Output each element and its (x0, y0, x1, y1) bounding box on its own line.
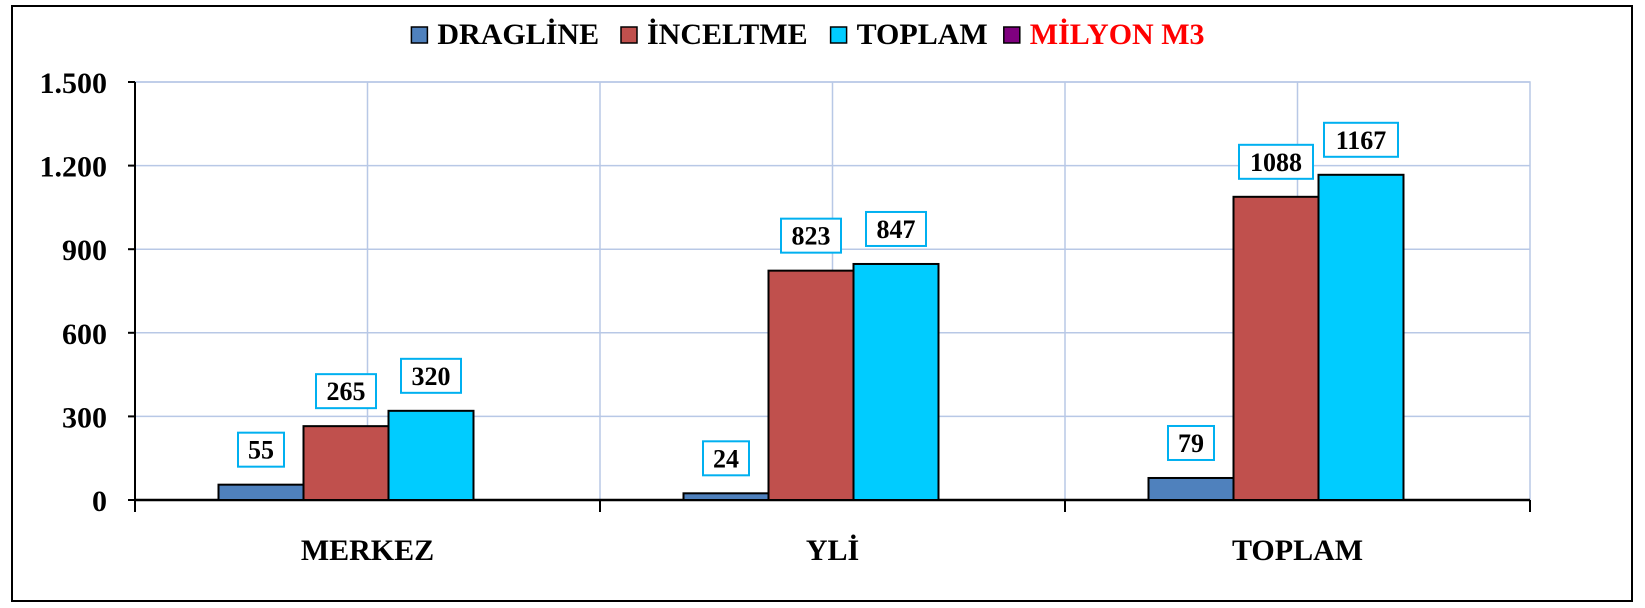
bar (387, 409, 475, 501)
y-tick-label: 0 (92, 485, 107, 518)
y-tick-label: 600 (62, 318, 107, 351)
legend: DRAGLİNE İNCELTME TOPLAM MİLYON M3 (410, 18, 1205, 51)
data-label-box (780, 217, 842, 254)
y-tick-label: 900 (62, 234, 107, 267)
bar (1317, 173, 1405, 502)
data-label: 823 (792, 222, 831, 251)
y-tick-label: 1.500 (40, 67, 108, 100)
y-tick-label: 300 (62, 401, 107, 434)
legend-swatch (410, 26, 429, 44)
legend-label: MİLYON M3 (1030, 18, 1205, 51)
data-label: 55 (248, 436, 274, 465)
data-label-box (1323, 121, 1399, 158)
data-label-box (1167, 424, 1215, 461)
data-label: 265 (327, 377, 366, 406)
x-category-label: YLİ (806, 534, 859, 567)
bar (1147, 476, 1235, 501)
legend-label: DRAGLİNE (437, 18, 599, 51)
data-label: 1167 (1336, 126, 1387, 155)
legend-swatch (1003, 26, 1021, 44)
legend-swatch (829, 26, 848, 44)
legend-label: İNCELTME (647, 18, 808, 51)
data-label: 320 (412, 362, 451, 391)
data-label: 1088 (1250, 148, 1302, 177)
bar (302, 425, 390, 501)
data-label: 24 (713, 444, 739, 473)
data-label-box (400, 357, 462, 394)
y-tick-label: 1.200 (40, 151, 108, 184)
x-category-label: MERKEZ (301, 534, 434, 567)
data-labels: 55 265 320 24 823 847 79 1088 1167 (237, 121, 1399, 477)
bar (682, 492, 770, 502)
bar (767, 269, 855, 501)
data-label: 79 (1178, 429, 1204, 458)
data-label: 847 (877, 215, 916, 244)
data-label-box (702, 440, 750, 477)
x-category-label: TOPLAM (1232, 534, 1363, 567)
legend-swatch (620, 26, 638, 44)
bars (217, 173, 1405, 502)
data-label-box (1238, 143, 1314, 180)
legend-label: TOPLAM (857, 18, 988, 51)
bar (217, 483, 305, 502)
bar (852, 262, 940, 501)
data-label-box (865, 210, 927, 247)
data-label-box (315, 373, 377, 410)
bar (1232, 195, 1320, 501)
data-label-box (237, 431, 285, 468)
